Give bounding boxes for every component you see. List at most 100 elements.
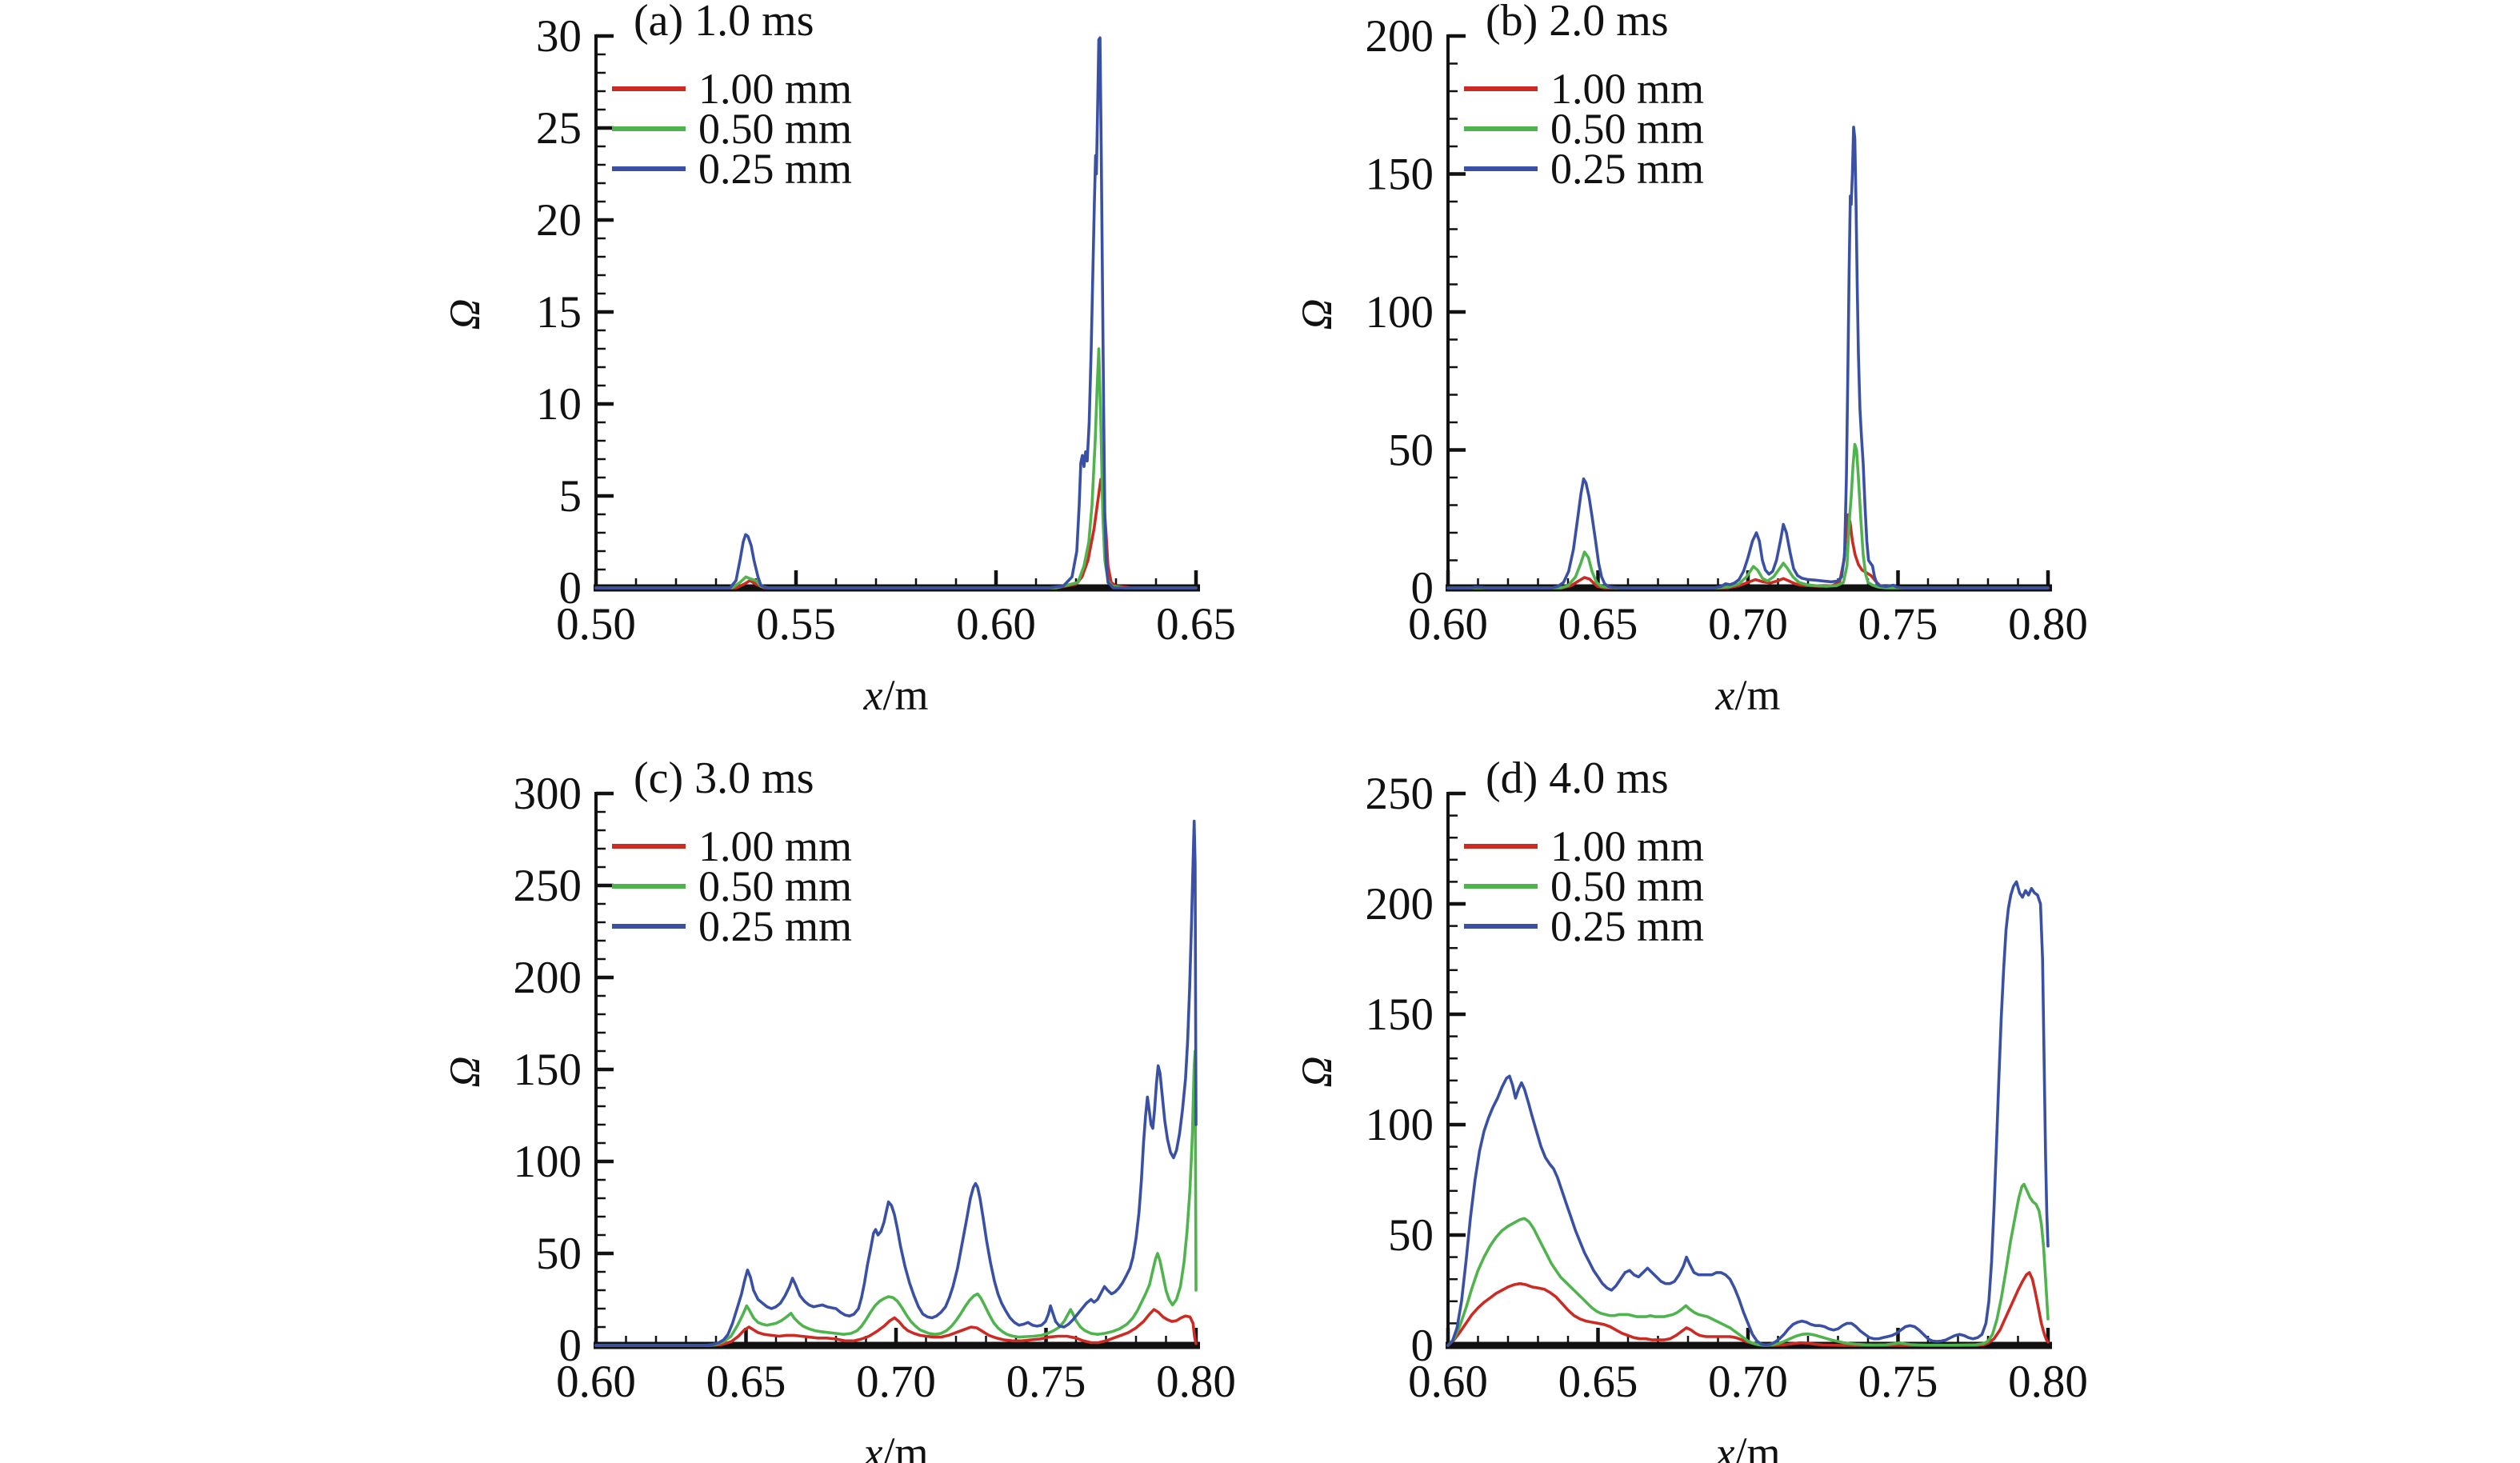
x-axis-label: x/m: [863, 1429, 929, 1463]
legend-label: 0.25 mm: [1550, 902, 1705, 950]
x-tick-label: 0.60: [556, 1357, 636, 1407]
y-axis-label: Ω: [1293, 298, 1341, 330]
x-tick-label: 0.70: [856, 1357, 936, 1407]
legend-item: 0.50 mm: [612, 865, 852, 908]
legend: 1.00 mm 0.50 mm 0.25 mm: [1464, 822, 1705, 950]
panel-c: 0.60 0.65 0.70 0.75 0.80 0 50 100 150 200 250 300 (…: [408, 753, 1240, 1463]
legend-label: 1.00 mm: [698, 65, 853, 113]
x-tick-label: 0.80: [2008, 1357, 2088, 1407]
y-tick-label: 5: [559, 471, 582, 522]
x-tick-label: 0.80: [1156, 1357, 1236, 1407]
x-tick-label: 0.75: [1006, 1357, 1086, 1407]
legend-item: 0.50 mm: [1464, 862, 1705, 910]
y-tick-label: 150: [1366, 989, 1434, 1040]
x-tick-label: 0.70: [1708, 599, 1788, 650]
y-axis-label: Ω: [441, 1056, 489, 1088]
series-line-1.00-mm: [1446, 1271, 2050, 1347]
y-tick-label: 50: [1388, 1210, 1434, 1261]
y-tick-label: 100: [1366, 1100, 1434, 1150]
panel-a: 0.50 0.55 0.60 0.65 0 5 10 15 20 25 30 (a) 1.0 ms …: [408, 0, 1240, 724]
series-line-1.00-mm: [594, 478, 1198, 590]
y-tick-label: 25: [536, 103, 582, 154]
x-axis-label: x/m: [1715, 1429, 1781, 1463]
x-tick-label: 0.60: [956, 599, 1036, 650]
legend-item: 1.00 mm: [612, 65, 853, 113]
series-line-0.25-mm: [1446, 880, 2050, 1347]
legend-item: 1.00 mm: [1464, 67, 1704, 110]
legend-item: 0.50 mm: [1464, 105, 1705, 153]
legend-label: 0.25 mm: [698, 902, 853, 950]
y-tick-label: 100: [1366, 287, 1434, 338]
y-axis-label: Ω: [441, 298, 489, 330]
y-tick-label: 250: [1366, 769, 1434, 819]
legend: 1.00 mm 0.50 mm 0.25 mm: [612, 65, 853, 190]
panel-d: 0.60 0.65 0.70 0.75 0.80 0 50 100 150 200 250 (d) …: [1260, 753, 2092, 1463]
legend-line-swatch-blue: [612, 924, 686, 929]
y-tick-label: 150: [514, 1045, 582, 1095]
y-tick-label: 100: [514, 1137, 582, 1187]
legend-line-swatch-blue: [1464, 166, 1538, 171]
legend-line-swatch-red: [612, 844, 686, 849]
legend-line-swatch-blue: [1464, 924, 1538, 929]
panel-b: 0.60 0.65 0.70 0.75 0.80 0 50 100 150 200 (b) 2.0…: [1260, 0, 2092, 724]
legend-label: 0.50 mm: [1550, 105, 1705, 153]
y-tick-label: 10: [536, 379, 582, 430]
y-tick-label: 50: [1388, 426, 1434, 476]
legend: 1.00 mm 0.50 mm 0.25 mm: [612, 822, 853, 950]
series-line-0.25-mm: [594, 819, 1198, 1347]
legend-label: 1.00 mm: [698, 822, 853, 870]
legend-line-swatch-green: [1464, 126, 1538, 131]
panel-title: (a) 1.0 ms: [634, 0, 814, 46]
legend-label: 0.50 mm: [698, 105, 853, 153]
y-tick-label: 0: [559, 1321, 582, 1371]
y-tick-label: 0: [559, 563, 582, 614]
y-tick-label: 200: [1366, 879, 1434, 929]
plot-d: 0.60 0.65 0.70 0.75 0.80 0 50 100 150 200 250: [1366, 769, 2088, 1407]
legend-label: 1.00 mm: [1550, 822, 1705, 870]
y-tick-label: 20: [536, 195, 582, 246]
series-line-0.50-mm: [1446, 442, 2050, 590]
x-axis-label: x/m: [1715, 671, 1781, 719]
legend-item: 0.50 mm: [612, 105, 853, 153]
series-line-0.50-mm: [1446, 1182, 2050, 1347]
y-tick-label: 30: [536, 11, 582, 62]
legend-item: 0.25 mm: [1464, 147, 1704, 190]
legend-line-swatch-green: [612, 884, 686, 889]
y-tick-label: 200: [514, 953, 582, 1003]
legend-item: 1.00 mm: [612, 822, 853, 870]
panel-title: (b) 2.0 ms: [1486, 0, 1669, 46]
legend-label: 0.50 mm: [1550, 862, 1705, 910]
legend-line-swatch-red: [1464, 86, 1538, 91]
legend-line-swatch-red: [612, 86, 686, 91]
x-tick-label: 0.75: [1858, 599, 1938, 650]
x-tick-label: 0.65: [1558, 599, 1638, 650]
legend: 1.00 mm 0.50 mm 0.25 mm: [1464, 67, 1705, 190]
y-axis-label: Ω: [1293, 1056, 1341, 1088]
x-tick-label: 0.60: [1408, 599, 1488, 650]
legend-line-swatch-blue: [612, 166, 686, 171]
series-line-0.25-mm: [594, 36, 1198, 590]
x-tick-label: 0.80: [2008, 599, 2088, 650]
x-tick-label: 0.55: [756, 599, 836, 650]
series-line-0.50-mm: [594, 1049, 1198, 1347]
x-axis-label: x/m: [863, 671, 929, 719]
series-line-1.00-mm: [594, 1308, 1198, 1347]
y-tick-label: 200: [1366, 11, 1434, 62]
x-tick-label: 0.65: [1156, 599, 1236, 650]
y-tick-label: 15: [536, 287, 582, 338]
x-tick-label: 0.70: [1708, 1357, 1788, 1407]
x-tick-label: 0.65: [1558, 1357, 1638, 1407]
legend-item: 0.25 mm: [612, 147, 852, 190]
legend-line-swatch-green: [1464, 884, 1538, 889]
plot-b: 0.60 0.65 0.70 0.75 0.80 0 50 100 150 200: [1366, 11, 2088, 650]
legend-item: 1.00 mm: [1464, 822, 1705, 870]
series-line-0.25-mm: [1446, 126, 2050, 590]
y-tick-label: 0: [1411, 563, 1434, 614]
y-tick-label: 300: [514, 769, 582, 819]
y-tick-label: 0: [1411, 1321, 1434, 1371]
x-tick-label: 0.60: [1408, 1357, 1488, 1407]
x-tick-label: 0.65: [706, 1357, 786, 1407]
y-tick-label: 150: [1366, 150, 1434, 200]
y-tick-label: 250: [514, 861, 582, 911]
